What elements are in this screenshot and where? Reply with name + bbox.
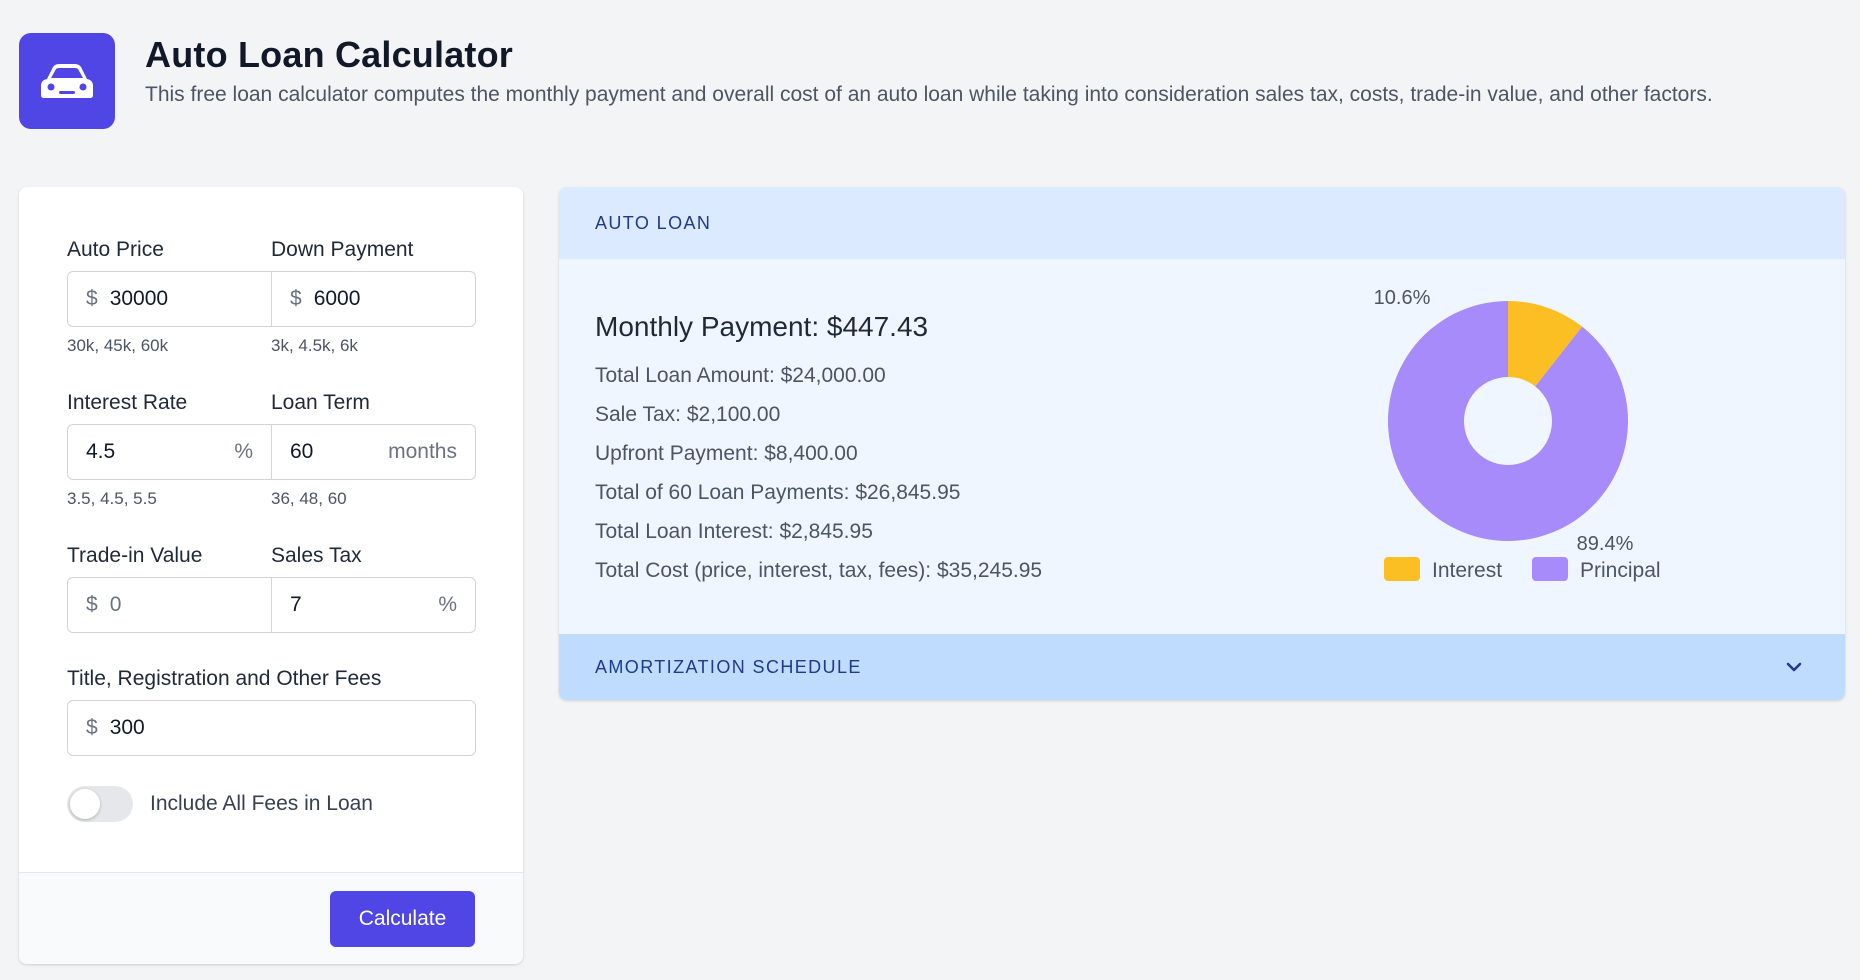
percent-suffix: % — [438, 593, 457, 616]
dollar-prefix: $ — [86, 287, 98, 310]
legend-swatch-interest — [1384, 557, 1420, 581]
stat-total-interest: Total Loan Interest: $2,845.95 — [595, 520, 873, 543]
loan-term-value: 60 — [290, 440, 314, 463]
stat-total-payments: Total of 60 Loan Payments: $26,845.95 — [595, 481, 961, 504]
pie-slice-interest — [1508, 301, 1583, 387]
calculate-button[interactable]: Calculate — [330, 891, 475, 947]
chevron-down-icon — [1786, 662, 1802, 672]
percent-suffix: % — [234, 440, 253, 463]
page-description: This free loan calculator computes the m… — [145, 83, 1713, 106]
trade-in-placeholder: 0 — [109, 593, 122, 616]
app-logo — [19, 33, 115, 129]
amortization-schedule-toggle[interactable]: AMORTIZATION SCHEDULE — [559, 634, 1845, 700]
loan-term-input[interactable]: 60 months — [271, 424, 476, 480]
interest-rate-label: Interest Rate — [67, 391, 188, 414]
results-header: AUTO LOAN — [559, 187, 1845, 259]
auto-price-hint[interactable]: 30k, 45k, 60k — [67, 336, 169, 355]
dollar-prefix: $ — [86, 716, 98, 739]
down-payment-label: Down Payment — [271, 238, 414, 261]
auto-price-value: 30000 — [109, 287, 169, 310]
interest-rate-value: 4.5 — [86, 440, 116, 463]
fees-label: Title, Registration and Other Fees — [67, 667, 382, 690]
loan-term-label: Loan Term — [271, 391, 370, 414]
slice-label-interest: 10.6% — [1374, 287, 1431, 309]
dollar-prefix: $ — [86, 593, 98, 616]
loan-breakdown-chart: 10.6% 89.4% Interest Principal — [1374, 287, 1661, 582]
include-fees-label: Include All Fees in Loan — [150, 792, 373, 815]
loan-form-card: Auto Price Down Payment $ 30000 $ 6000 3… — [19, 187, 523, 964]
down-payment-hint[interactable]: 3k, 4.5k, 6k — [271, 336, 358, 355]
interest-rate-input[interactable]: 4.5 % — [67, 424, 272, 480]
legend-label-interest: Interest — [1432, 559, 1502, 582]
stat-sale-tax: Sale Tax: $2,100.00 — [595, 403, 781, 426]
auto-price-label: Auto Price — [67, 238, 164, 261]
fees-value: 300 — [109, 716, 145, 739]
months-suffix: months — [388, 440, 457, 463]
include-fees-toggle[interactable] — [67, 786, 133, 822]
interest-rate-hint[interactable]: 3.5, 4.5, 5.5 — [67, 489, 157, 508]
loan-term-hint[interactable]: 36, 48, 60 — [271, 489, 347, 508]
down-payment-input[interactable]: $ 6000 — [271, 271, 476, 327]
car-icon — [41, 64, 93, 98]
sales-tax-input[interactable]: 7 % — [271, 577, 476, 633]
slice-label-principal: 89.4% — [1577, 533, 1634, 555]
legend-label-principal: Principal — [1580, 559, 1661, 582]
stat-total-cost: Total Cost (price, interest, tax, fees):… — [595, 559, 1043, 582]
toggle-knob — [70, 789, 100, 819]
results-card: AUTO LOAN Monthly Payment: $447.43 Total… — [559, 187, 1845, 700]
trade-in-label: Trade-in Value — [67, 544, 203, 567]
sales-tax-label: Sales Tax — [271, 544, 362, 567]
monthly-payment: Monthly Payment: $447.43 — [595, 311, 929, 342]
down-payment-value: 6000 — [313, 287, 361, 310]
stat-upfront-payment: Upfront Payment: $8,400.00 — [595, 442, 858, 465]
form-footer: Calculate — [19, 872, 523, 964]
dollar-prefix: $ — [290, 287, 302, 310]
sales-tax-value: 7 — [290, 593, 302, 616]
amortization-title: AMORTIZATION SCHEDULE — [595, 656, 862, 677]
page-title: Auto Loan Calculator — [145, 34, 514, 75]
legend-swatch-principal — [1532, 557, 1568, 581]
donut-chart — [1388, 301, 1628, 541]
trade-in-input[interactable]: $ 0 — [67, 577, 272, 633]
stat-total-loan-amount: Total Loan Amount: $24,000.00 — [595, 364, 886, 387]
pie-slice-principal — [1388, 301, 1628, 541]
fees-input[interactable]: $ 300 — [67, 700, 476, 756]
auto-price-input[interactable]: $ 30000 — [67, 271, 272, 327]
